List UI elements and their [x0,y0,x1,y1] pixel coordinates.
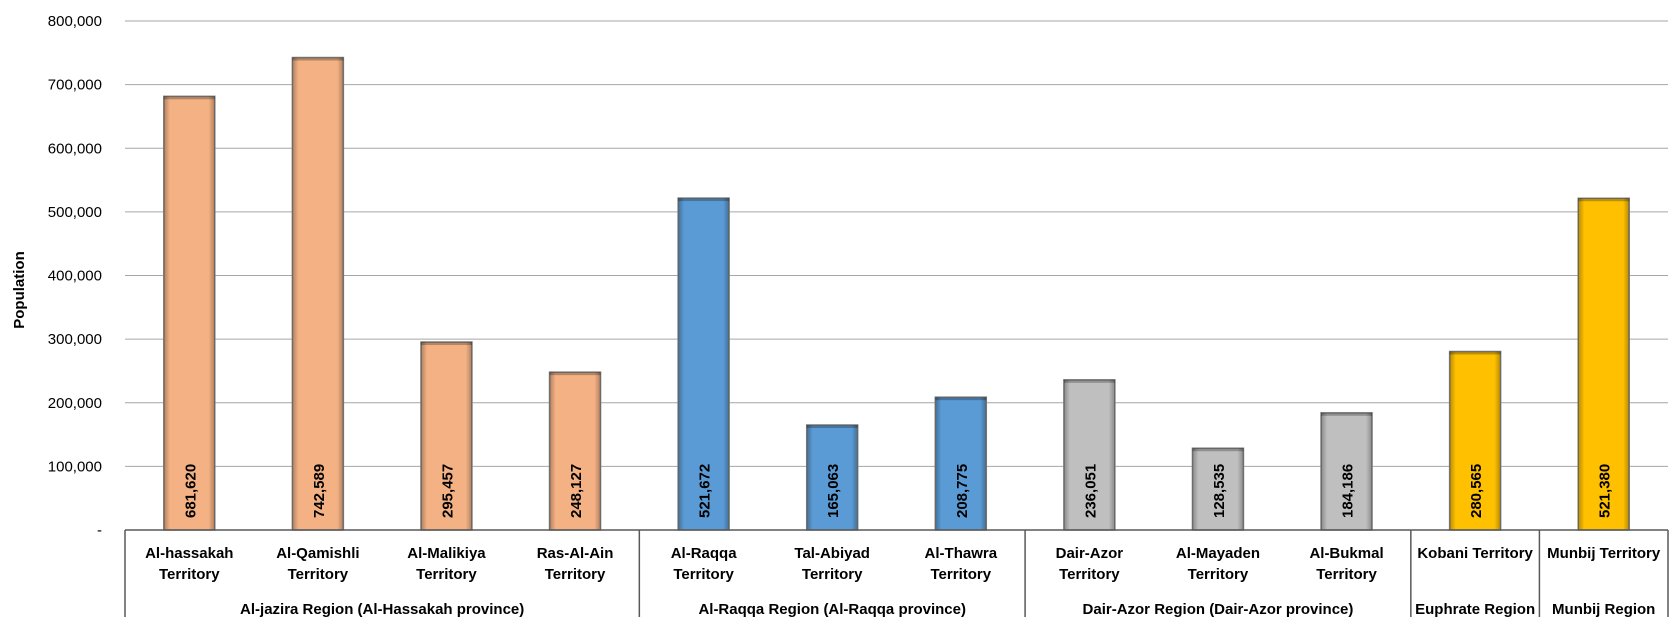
data-label: 280,565 [1468,464,1485,518]
bar-top-edge [1578,198,1630,202]
category-label: Tal-Abiyad [794,545,870,562]
group-label: Munbij Region [1552,601,1655,617]
y-tick-label: 300,000 [48,331,102,348]
bar-shading [549,372,601,530]
group-label: Dair-Azor Region (Dair-Azor province) [1083,601,1354,617]
category-label: Al-Mayaden [1176,545,1260,562]
category-label: Al-Bukmal [1309,545,1383,562]
y-tick-label: 200,000 [48,395,102,412]
bar-top-edge [678,198,730,202]
bar-top-edge [806,424,858,428]
bar-top-edge [292,57,344,61]
category-label: Al-Malikiya [407,545,486,562]
category-label: Ras-Al-Ain [537,545,614,562]
bar-top-edge [420,342,472,346]
bar-shading [1321,412,1373,530]
bar-shading [678,198,730,531]
bar-top-edge [1321,412,1373,416]
data-label: 184,186 [1340,464,1357,518]
category-label: Kobani Territory [1417,545,1533,562]
data-label: 165,063 [825,464,842,518]
category-label: Dair-Azor [1056,545,1124,562]
group-label: Al-Raqqa Region (Al-Raqqa province) [698,601,966,617]
y-tick-label: 400,000 [48,268,102,285]
bar-shading [1449,351,1501,530]
data-label: 236,051 [1082,464,1099,518]
bar-shading [1192,448,1244,530]
data-label: 521,672 [697,464,714,518]
category-label: Al-Qamishli [276,545,359,562]
data-label: 248,127 [568,464,585,518]
category-label-line2: Territory [1188,566,1249,583]
group-label: Al-jazira Region (Al-Hassakah province) [240,601,524,617]
y-tick-label: 800,000 [48,13,102,30]
data-label: 681,620 [182,464,199,518]
bar-shading [806,424,858,530]
category-label: Al-Thawra [925,545,998,562]
category-label: Al-Raqqa [671,545,737,562]
bar-top-edge [1449,351,1501,355]
bar-shading [420,342,472,530]
data-label: 208,775 [954,464,971,518]
data-label: 295,457 [439,464,456,518]
category-label-line2: Territory [1316,566,1377,583]
bar-top-edge [1063,379,1115,383]
y-tick-label: 100,000 [48,458,102,475]
category-label-line2: Territory [288,566,349,583]
y-tick-label: 700,000 [48,77,102,94]
y-axis-label: Population [11,251,28,329]
bar-shading [935,397,987,530]
data-label: 742,589 [311,464,328,518]
category-label-line2: Territory [802,566,863,583]
category-label-line2: Territory [931,566,992,583]
y-tick-label: 500,000 [48,204,102,221]
bars: 681,620 742,589 295,457 248,127 521,672 165,0… [163,56,1630,531]
y-tick-label: - [97,522,102,539]
bar-top-edge [163,96,215,100]
bar-top-edge [549,372,601,376]
category-label: Al-hassakah [145,545,233,562]
group-label: Euphrate Region [1415,601,1535,617]
category-label-line2: Territory [416,566,477,583]
category-label-line2: Territory [1059,566,1120,583]
bar-shading [292,57,344,531]
gridlines [125,20,1668,467]
bar-top-edge [935,397,987,401]
bar-shading [1578,198,1630,530]
category-label: Munbij Territory [1547,545,1661,562]
category-axis-table: Al-jazira Region (Al-Hassakah province) A… [124,529,1669,617]
category-label-line2: Territory [159,566,220,583]
bar-shading [163,96,215,530]
data-label: 521,380 [1597,464,1614,518]
y-axis-ticks: - 100,000 200,000 300,000 400,000 500,000 600,… [48,13,102,539]
y-tick-label: 600,000 [48,140,102,157]
data-label: 128,535 [1211,464,1228,518]
bar-shading [1063,379,1115,530]
category-label-line2: Territory [673,566,734,583]
bar-top-edge [1192,448,1244,452]
category-label-line2: Territory [545,566,606,583]
